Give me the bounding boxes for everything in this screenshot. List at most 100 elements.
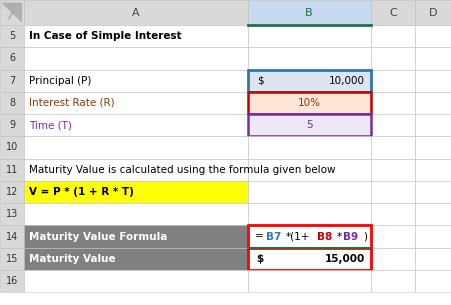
- Bar: [414, 47, 451, 70]
- Bar: [24, 159, 247, 181]
- Text: 10%: 10%: [297, 98, 320, 108]
- Bar: [247, 159, 370, 181]
- Bar: [24, 270, 247, 292]
- Text: 15: 15: [6, 254, 18, 264]
- Bar: [0, 136, 24, 159]
- Bar: [24, 92, 247, 114]
- Bar: [247, 70, 370, 92]
- Text: C: C: [388, 8, 396, 17]
- Text: Time (T): Time (T): [29, 120, 72, 130]
- Bar: [24, 225, 247, 248]
- Bar: [24, 203, 247, 225]
- Bar: [370, 270, 414, 292]
- Bar: [247, 270, 370, 292]
- Bar: [370, 181, 414, 203]
- Bar: [24, 136, 247, 159]
- Text: D: D: [428, 8, 437, 17]
- Bar: [24, 248, 247, 270]
- Bar: [247, 0, 370, 25]
- Bar: [0, 0, 24, 25]
- Bar: [247, 25, 370, 47]
- Bar: [24, 70, 247, 92]
- Bar: [0, 47, 24, 70]
- Text: 12: 12: [6, 187, 18, 197]
- Bar: [414, 0, 451, 25]
- Bar: [414, 159, 451, 181]
- Bar: [247, 92, 370, 114]
- Text: 10: 10: [6, 142, 18, 152]
- Bar: [247, 181, 370, 203]
- Bar: [370, 0, 414, 25]
- Bar: [370, 47, 414, 70]
- Bar: [414, 136, 451, 159]
- Text: Interest Rate (R): Interest Rate (R): [29, 98, 115, 108]
- Text: B9: B9: [343, 231, 358, 242]
- Bar: [414, 92, 451, 114]
- Bar: [0, 270, 24, 292]
- Bar: [0, 225, 24, 248]
- Text: A: A: [132, 8, 139, 17]
- Bar: [370, 92, 414, 114]
- Bar: [370, 248, 414, 270]
- Bar: [247, 248, 370, 270]
- Bar: [0, 70, 24, 92]
- Bar: [0, 159, 24, 181]
- Text: B8: B8: [316, 231, 331, 242]
- Text: *: *: [336, 231, 341, 242]
- Bar: [0, 92, 24, 114]
- Text: 15,000: 15,000: [324, 254, 364, 264]
- Text: ): ): [362, 231, 366, 242]
- Bar: [24, 47, 247, 70]
- Text: B: B: [305, 8, 312, 17]
- Bar: [414, 181, 451, 203]
- Text: $: $: [256, 76, 263, 86]
- Bar: [370, 25, 414, 47]
- Text: Principal (P): Principal (P): [29, 76, 92, 86]
- Text: 6: 6: [9, 53, 15, 63]
- Bar: [247, 114, 370, 136]
- Text: =: =: [254, 231, 262, 242]
- Text: 11: 11: [6, 165, 18, 175]
- Bar: [24, 25, 247, 47]
- Bar: [414, 25, 451, 47]
- Bar: [24, 181, 247, 203]
- Bar: [247, 114, 370, 136]
- Text: 14: 14: [6, 231, 18, 242]
- Bar: [0, 203, 24, 225]
- Text: In Case of Simple Interest: In Case of Simple Interest: [29, 31, 182, 41]
- Bar: [414, 114, 451, 136]
- Text: 13: 13: [6, 209, 18, 219]
- Bar: [370, 159, 414, 181]
- Bar: [247, 70, 370, 92]
- Text: Maturity Value is calculated using the formula given below: Maturity Value is calculated using the f…: [29, 165, 335, 175]
- Text: 8: 8: [9, 98, 15, 108]
- Bar: [24, 114, 247, 136]
- Text: *(1+: *(1+: [285, 231, 309, 242]
- Bar: [247, 203, 370, 225]
- Bar: [370, 114, 414, 136]
- Text: 16: 16: [6, 276, 18, 286]
- Text: 9: 9: [9, 120, 15, 130]
- Text: $: $: [256, 254, 263, 264]
- Bar: [370, 203, 414, 225]
- Text: Maturity Value: Maturity Value: [29, 254, 116, 264]
- Bar: [370, 225, 414, 248]
- Bar: [414, 203, 451, 225]
- Text: B7: B7: [265, 231, 281, 242]
- Bar: [247, 248, 370, 270]
- Bar: [414, 248, 451, 270]
- Text: Maturity Value Formula: Maturity Value Formula: [29, 231, 167, 242]
- Polygon shape: [2, 3, 22, 22]
- Text: 5: 5: [305, 120, 312, 130]
- Bar: [247, 47, 370, 70]
- Bar: [247, 136, 370, 159]
- Text: 10,000: 10,000: [328, 76, 364, 86]
- Bar: [247, 225, 370, 248]
- Bar: [0, 181, 24, 203]
- Bar: [0, 25, 24, 47]
- Bar: [414, 70, 451, 92]
- Bar: [247, 92, 370, 114]
- Text: V = P * (1 + R * T): V = P * (1 + R * T): [29, 187, 134, 197]
- Bar: [0, 248, 24, 270]
- Bar: [370, 136, 414, 159]
